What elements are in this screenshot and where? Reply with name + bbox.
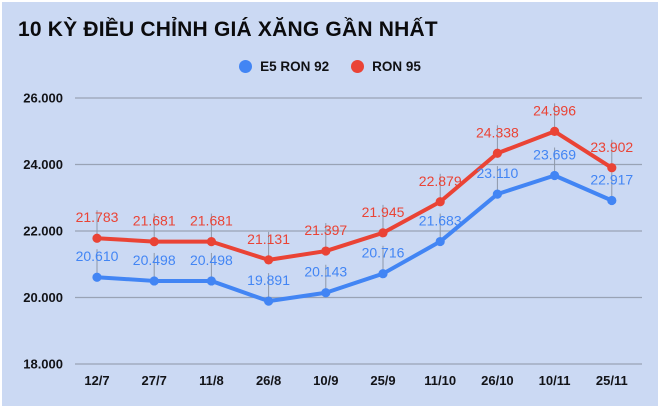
data-point-label: 23.110: [477, 165, 519, 181]
data-point-marker: [492, 148, 502, 158]
legend-label: E5 RON 92: [260, 59, 330, 74]
data-point-marker: [264, 255, 274, 265]
chart-title: 10 KỲ ĐIỀU CHỈNH GIÁ XĂNG GẦN NHẤT: [18, 18, 438, 41]
y-axis-tick-label: 22.000: [23, 224, 63, 239]
data-point-marker: [206, 276, 216, 286]
data-point-label: 22.917: [590, 172, 633, 188]
data-point-label: 20.143: [304, 264, 347, 280]
data-point-marker: [264, 296, 274, 306]
data-point-marker: [378, 269, 388, 279]
data-point-marker: [607, 195, 617, 206]
data-point-label: 24.996: [533, 102, 576, 118]
data-point-marker: [607, 163, 617, 173]
data-point-marker: [321, 246, 331, 256]
y-axis-tick-label: 24.000: [23, 157, 63, 172]
y-axis-tick-label: 20.000: [23, 290, 63, 305]
x-axis-label: 10/11: [539, 373, 571, 388]
legend-marker-icon: [351, 60, 365, 73]
legend-item-ron-95: RON 95: [351, 59, 421, 74]
data-point-label: 20.498: [190, 252, 233, 268]
data-point-label: 22.879: [419, 173, 462, 189]
data-point-marker: [492, 189, 502, 199]
data-point-marker: [435, 236, 445, 247]
price-chart: 26.000 24.000 22.000 20.000 18.000 12/7 27/7 11…: [23, 91, 642, 388]
y-axis-tick-label: 18.000: [23, 357, 63, 372]
legend-item-e5-ron-92: E5 RON 92: [239, 59, 329, 74]
data-point-label: 21.945: [362, 204, 405, 220]
x-axis-label: 10/9: [313, 373, 338, 388]
data-point-label: 20.716: [362, 245, 405, 261]
series-line-ron-95: [95, 129, 614, 262]
data-point-marker: [378, 228, 388, 238]
x-axis-label: 26/8: [256, 373, 281, 388]
series-line-e5-ron-92: [95, 173, 614, 304]
x-axis-label: 25/11: [596, 373, 628, 388]
data-point-label: 23.669: [533, 147, 576, 163]
data-point-marker: [550, 126, 560, 136]
data-point-marker: [550, 170, 560, 181]
data-point-marker: [321, 288, 331, 298]
data-point-label: 21.131: [247, 231, 290, 247]
y-axis-tick-label: 26.000: [23, 91, 63, 106]
x-axis-label: 25/9: [370, 373, 395, 388]
data-point-label: 23.902: [590, 139, 633, 155]
data-point-label: 21.783: [76, 209, 119, 225]
x-axis-label: 12/7: [84, 373, 109, 388]
data-point-label: 21.397: [304, 222, 347, 238]
legend-marker-icon: [239, 60, 253, 73]
x-axis-label: 27/7: [142, 373, 167, 388]
chart-card: 10 KỲ ĐIỀU CHỈNH GIÁ XĂNG GẦN NHẤT E5 RO…: [2, 2, 658, 406]
legend: E5 RON 92 RON 95: [2, 59, 658, 74]
data-point-label: 21.681: [190, 213, 233, 229]
data-point-marker: [149, 237, 159, 247]
legend-label: RON 95: [372, 59, 421, 74]
data-point-label: 21.683: [419, 213, 462, 229]
data-point-label: 24.338: [476, 124, 519, 140]
data-point-label: 20.498: [133, 252, 176, 268]
data-point-label: 20.610: [76, 248, 119, 264]
data-point-marker: [206, 237, 216, 247]
data-point-label: 21.681: [133, 213, 176, 229]
data-point-marker: [435, 197, 445, 207]
x-axis-label: 11/8: [199, 373, 224, 388]
data-point-label: 19.891: [247, 272, 290, 288]
x-axis-label: 11/10: [424, 373, 456, 388]
x-axis-label: 26/10: [481, 373, 514, 388]
data-point-marker: [92, 272, 102, 282]
data-point-marker: [92, 233, 102, 243]
data-point-marker: [149, 276, 159, 286]
